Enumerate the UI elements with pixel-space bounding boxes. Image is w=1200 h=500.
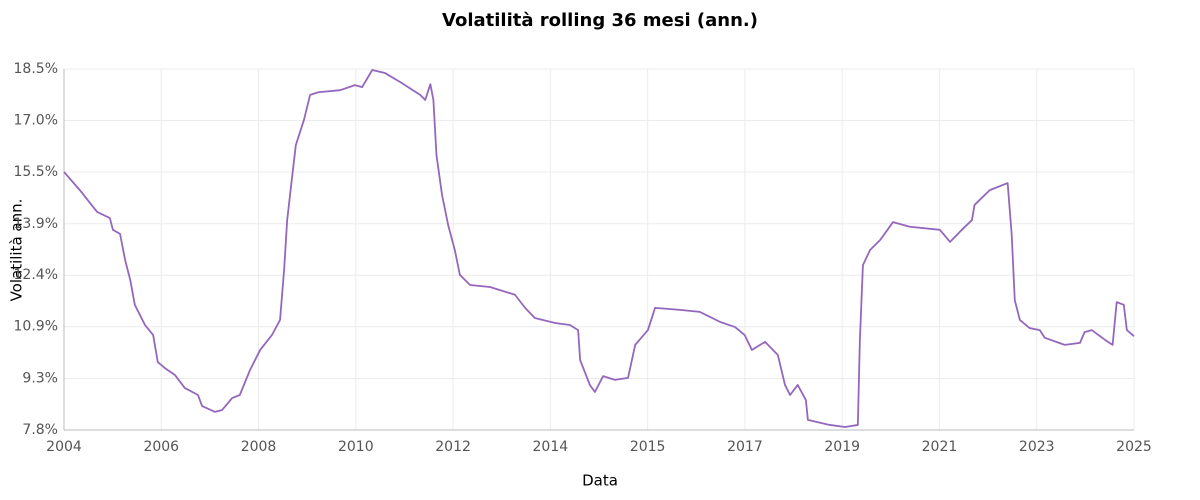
x-tick-label: 2019	[824, 439, 860, 455]
plot-frame	[63, 68, 1135, 431]
x-tick-label: 2023	[1019, 439, 1055, 455]
x-tick-label: 2025	[1116, 439, 1152, 455]
x-tick-label: 2017	[727, 439, 763, 455]
y-tick-label: 17.0%	[14, 112, 58, 128]
x-tick-label: 2021	[922, 439, 958, 455]
y-tick-label: 9.3%	[22, 371, 58, 387]
line-series	[63, 69, 1135, 428]
y-axis-label: Volatilità ann.	[8, 199, 26, 302]
x-tick-label: 2010	[338, 439, 374, 455]
y-tick-label: 10.9%	[14, 319, 58, 335]
y-tick-label: 7.8%	[22, 422, 58, 438]
y-tick-label: 12.4%	[14, 267, 58, 283]
chart-title: Volatilità rolling 36 mesi (ann.)	[442, 10, 758, 31]
x-tick-label: 2014	[533, 439, 569, 455]
x-tick-label: 2006	[143, 439, 179, 455]
x-tick-label: 2012	[435, 439, 471, 455]
y-tick-label: 13.9%	[14, 216, 58, 232]
x-axis-label: Data	[582, 472, 618, 490]
x-tick-label: 2004	[46, 439, 82, 455]
x-tick-label: 2015	[630, 439, 666, 455]
y-tick-label: 15.5%	[14, 164, 58, 180]
y-tick-label: 18.5%	[14, 61, 58, 77]
x-tick-label: 2008	[241, 439, 277, 455]
grid	[63, 68, 1135, 431]
